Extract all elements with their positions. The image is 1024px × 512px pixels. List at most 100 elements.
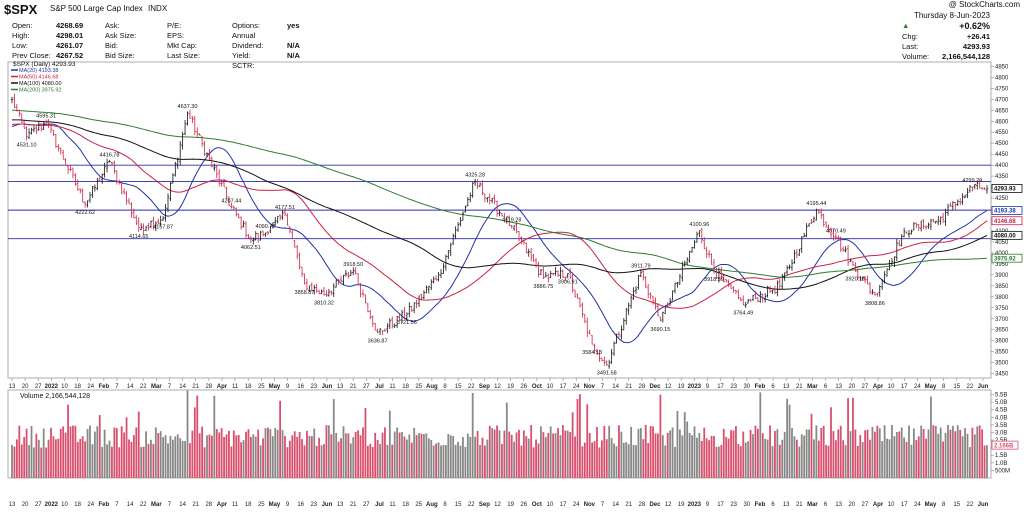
date-label: 9	[706, 384, 710, 390]
volume-bar	[157, 433, 160, 478]
price-bar	[634, 286, 638, 295]
date-label: 2023	[688, 384, 702, 390]
price-label: 3906.91	[558, 279, 578, 285]
volume-bar	[605, 439, 608, 478]
date-label: 21	[192, 384, 199, 390]
price-bar	[25, 126, 28, 141]
price-panel	[7, 61, 992, 379]
volume-bar	[683, 412, 686, 478]
volume-bar	[186, 390, 189, 478]
price-bar	[705, 246, 708, 259]
date-label: Mar	[151, 384, 162, 390]
price-bar	[612, 341, 616, 356]
volume-bar	[308, 435, 311, 478]
date-label: 14	[179, 384, 186, 390]
volume-bar	[561, 425, 564, 478]
volume-bar	[213, 395, 216, 478]
price-bar	[125, 191, 128, 205]
date-label: 22	[140, 384, 147, 390]
price-bar	[664, 306, 667, 314]
price-tick-label: 4000	[995, 251, 1009, 257]
price-bar	[639, 269, 643, 278]
volume-bar	[159, 431, 162, 478]
price-tick-label: 4600	[995, 119, 1009, 125]
price-bar	[673, 282, 677, 294]
price-bar	[118, 179, 121, 185]
price-bar	[512, 225, 516, 231]
price-bar	[834, 233, 838, 240]
date-label: 17	[717, 384, 724, 390]
quote-col-4: Options: yes Annual Dividend: N/A Yield: N/…	[232, 21, 300, 71]
price-bar	[715, 267, 718, 280]
volume-bar	[908, 425, 910, 478]
exchange-label: INDX	[148, 4, 168, 13]
volume-bar	[661, 435, 664, 478]
price-bar	[805, 223, 808, 238]
volume-bar	[630, 426, 633, 478]
volume-bar	[171, 439, 174, 478]
volume-bar	[927, 429, 930, 478]
volume-bar	[615, 446, 618, 478]
volume-bar	[432, 445, 435, 478]
price-bar	[310, 282, 314, 292]
price-bar	[576, 293, 579, 299]
volume-bar	[625, 442, 628, 478]
date-label: 6	[824, 384, 828, 390]
price-bar	[288, 226, 292, 234]
price-bar	[622, 318, 626, 331]
price-bar	[737, 289, 740, 300]
volume-bar	[254, 436, 257, 478]
price-bar	[239, 216, 243, 230]
volume-bar	[47, 439, 50, 478]
mkt-cap-label: Mkt Cap:	[167, 41, 198, 50]
volume-bar	[437, 442, 440, 478]
volume-bar	[744, 442, 747, 478]
volume-bar	[644, 424, 647, 478]
volume-bar	[386, 444, 389, 478]
volume-bar	[652, 426, 654, 478]
price-bar	[620, 325, 623, 340]
volume-bar	[230, 446, 233, 478]
price-bar	[210, 156, 214, 168]
price-bar	[656, 303, 660, 317]
price-bar	[54, 134, 58, 149]
volume-bar	[471, 392, 474, 478]
price-bar	[108, 160, 111, 163]
price-bar	[827, 224, 830, 233]
volume-bar	[218, 432, 221, 478]
price-bar	[66, 165, 70, 174]
volume-bar	[235, 435, 238, 478]
price-bar	[971, 186, 974, 192]
date-label-bottom: 17	[560, 502, 567, 508]
volume-bar	[764, 438, 767, 478]
volume-bar	[369, 443, 372, 478]
price-bar	[539, 269, 543, 275]
price-tick-label: 4800	[995, 75, 1009, 81]
price-bar	[593, 343, 596, 354]
price-label: 3636.87	[368, 339, 388, 345]
price-bar	[142, 223, 145, 235]
price-bar	[910, 229, 913, 235]
volume-bar	[466, 433, 469, 478]
price-bar	[49, 123, 53, 134]
date-label-bottom: Oct	[532, 502, 542, 508]
volume-bar	[345, 433, 347, 478]
price-bar	[252, 237, 255, 245]
date-label-bottom: 27	[862, 502, 869, 508]
price-bar	[561, 269, 565, 278]
price-bar	[566, 272, 569, 279]
volume-bar	[593, 441, 596, 478]
volume-bar	[223, 436, 225, 478]
volume-title: Volume 2,166,544,128	[20, 393, 90, 400]
volume-bar	[574, 436, 576, 478]
price-bar	[949, 202, 952, 207]
price-tick-label: 4200	[995, 207, 1009, 213]
volume-bar	[215, 429, 218, 478]
date-label-bottom: 19	[678, 502, 685, 508]
date-label: 18	[245, 384, 252, 390]
price-bar	[249, 235, 253, 244]
date-label-bottom: 19	[507, 502, 514, 508]
volume-bar	[610, 438, 613, 478]
price-bar	[924, 225, 928, 230]
volume-bar	[435, 443, 438, 478]
